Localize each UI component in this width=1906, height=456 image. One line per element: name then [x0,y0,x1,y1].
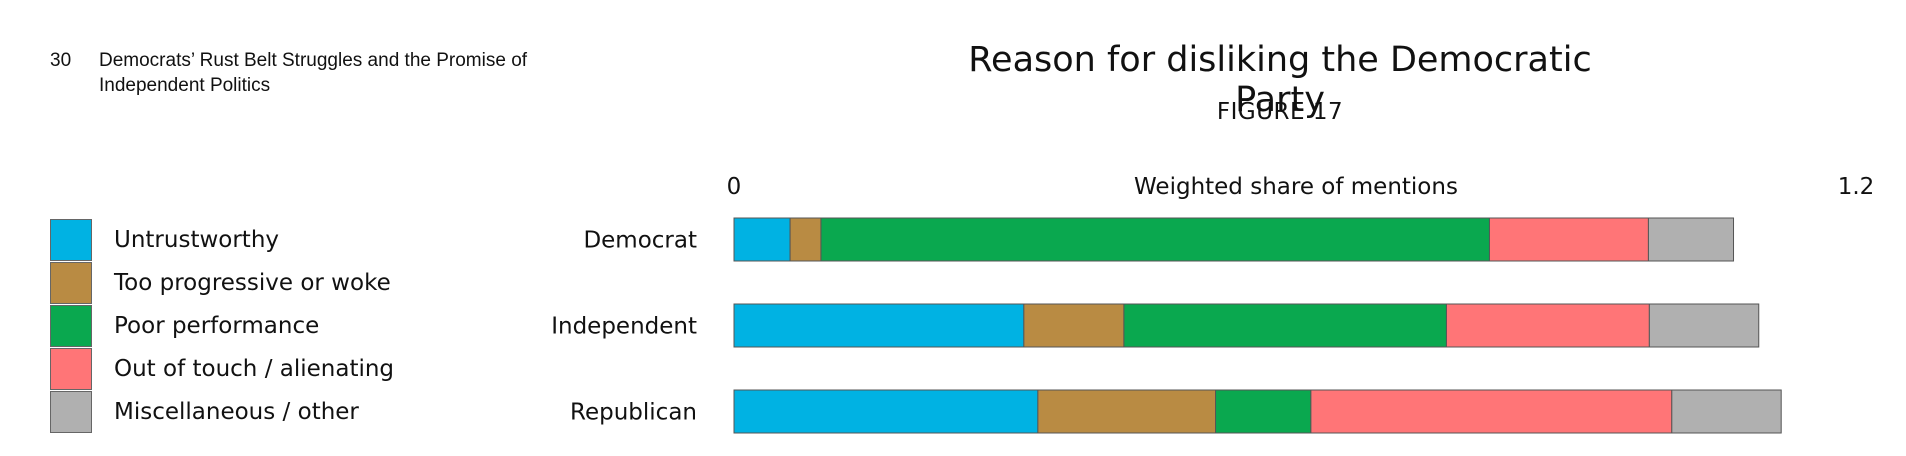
bar-segment-republican-3 [1310,389,1673,434]
bar-segment-republican-1 [1037,389,1217,434]
legend-item-miscellaneous: Miscellaneous / other [50,390,394,433]
legend-label: Untrustworthy [114,226,280,253]
chart-title: Reason for disliking the Democratic Part… [968,40,1592,120]
category-label-democrat: Democrat [583,228,697,254]
legend-item-untrustworthy: Untrustworthy [50,218,394,261]
legend-swatch [50,347,92,390]
bar-segment-independent-0 [733,303,1025,348]
legend-item-poor-performance: Poor performance [50,304,394,347]
bar-segment-independent-2 [1123,303,1447,348]
category-label-independent: Independent [551,314,697,340]
legend-swatch [50,218,92,261]
bar-segment-independent-4 [1648,303,1760,348]
legend-item-out-of-touch: Out of touch / alienating [50,347,394,390]
figure-label: FIGURE 17 [1216,99,1344,125]
x-axis-label: Weighted share of mentions [1134,174,1458,200]
legend-label: Out of touch / alienating [114,355,395,382]
bar-segment-republican-4 [1671,389,1782,434]
legend-swatch [50,390,92,433]
legend-label: Too progressive or woke [114,269,391,296]
legend-label: Miscellaneous / other [114,398,359,425]
axis-max-label: 1.2 [1838,174,1875,200]
bar-segment-independent-1 [1023,303,1125,348]
page-header: 30 Democrats’ Rust Belt Struggles and th… [50,48,599,98]
axis-min-label: 0 [727,174,742,200]
bars-group: Democrat Independent Republican [551,217,1782,434]
page-number: 30 [50,50,72,71]
legend-swatch [50,261,92,304]
bar-segment-democrat-1 [789,217,822,262]
legend-label: Poor performance [114,312,320,339]
bar-segment-democrat-3 [1488,217,1649,262]
legend-item-too-progressive: Too progressive or woke [50,261,394,304]
bar-segment-republican-2 [1215,389,1312,434]
bar-segment-independent-3 [1445,303,1650,348]
bar-segment-republican-0 [733,389,1039,434]
bar-segment-democrat-0 [733,217,791,262]
category-label-republican: Republican [570,400,697,426]
bar-segment-democrat-4 [1647,217,1735,262]
document-title: Democrats’ Rust Belt Struggles and the P… [99,50,528,96]
legend-swatch [50,304,92,347]
chart-legend: Untrustworthy Too progressive or woke Po… [50,218,394,433]
bar-segment-democrat-2 [820,217,1490,262]
